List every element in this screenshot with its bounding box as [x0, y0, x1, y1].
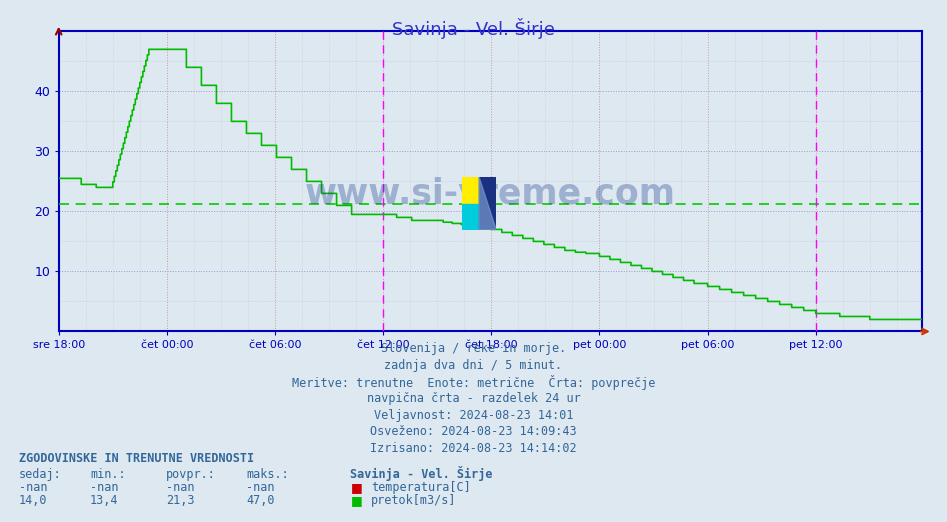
Text: www.si-vreme.com: www.si-vreme.com [305, 176, 676, 210]
Bar [462, 204, 479, 230]
Text: Savinja - Vel. Širje: Savinja - Vel. Širje [350, 466, 492, 481]
Text: Osveženo: 2024-08-23 14:09:43: Osveženo: 2024-08-23 14:09:43 [370, 425, 577, 438]
Text: -nan: -nan [19, 481, 47, 494]
Text: Savinja - Vel. Širje: Savinja - Vel. Širje [392, 18, 555, 39]
Text: sedaj:: sedaj: [19, 468, 62, 481]
Text: ■: ■ [350, 494, 362, 507]
Text: 14,0: 14,0 [19, 494, 47, 507]
Bar [479, 177, 496, 230]
Text: pretok[m3/s]: pretok[m3/s] [371, 494, 456, 507]
Text: povpr.:: povpr.: [166, 468, 216, 481]
Text: zadnja dva dni / 5 minut.: zadnja dva dni / 5 minut. [384, 359, 563, 372]
Text: Slovenija / reke in morje.: Slovenija / reke in morje. [381, 342, 566, 355]
Text: Veljavnost: 2024-08-23 14:01: Veljavnost: 2024-08-23 14:01 [374, 409, 573, 422]
Text: Izrisano: 2024-08-23 14:14:02: Izrisano: 2024-08-23 14:14:02 [370, 442, 577, 455]
Text: -nan: -nan [90, 481, 118, 494]
Text: navpična črta - razdelek 24 ur: navpična črta - razdelek 24 ur [366, 392, 581, 405]
Text: 21,3: 21,3 [166, 494, 194, 507]
Text: temperatura[C]: temperatura[C] [371, 481, 471, 494]
Text: ZGODOVINSKE IN TRENUTNE VREDNOSTI: ZGODOVINSKE IN TRENUTNE VREDNOSTI [19, 452, 254, 465]
Text: maks.:: maks.: [246, 468, 289, 481]
Text: Meritve: trenutne  Enote: metrične  Črta: povprečje: Meritve: trenutne Enote: metrične Črta: … [292, 375, 655, 390]
Text: 13,4: 13,4 [90, 494, 118, 507]
Bar [462, 177, 479, 204]
Text: -nan: -nan [166, 481, 194, 494]
Text: 47,0: 47,0 [246, 494, 275, 507]
Text: ■: ■ [350, 481, 362, 494]
Text: -nan: -nan [246, 481, 275, 494]
Polygon shape [479, 177, 496, 230]
Text: min.:: min.: [90, 468, 126, 481]
